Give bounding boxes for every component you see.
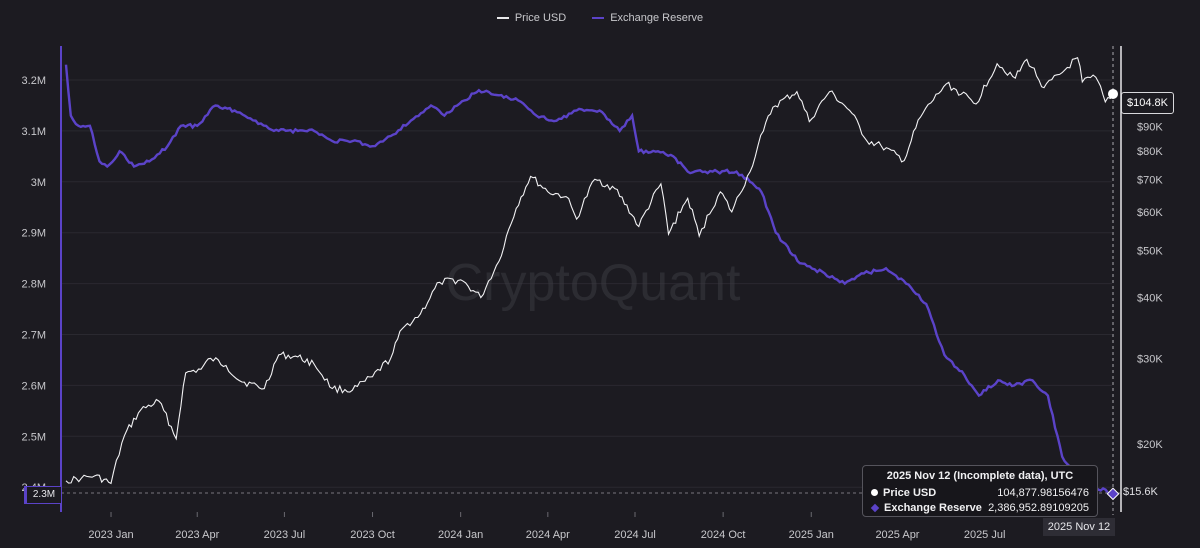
- tooltip-row-reserve: Exchange Reserve 2,386,952.89109205: [870, 500, 1089, 515]
- left-tick-label: 3M: [31, 177, 46, 189]
- crosshair-date-label: 2025 Nov 12: [1043, 518, 1115, 536]
- series-line-exchange-reserve: [64, 64, 1114, 495]
- x-tick-label: 2023 Jan: [88, 529, 133, 541]
- x-tick-label: 2025 Jan: [789, 529, 834, 541]
- legend-item-reserve[interactable]: Exchange Reserve: [592, 10, 703, 26]
- tooltip-reserve-value: 2,386,952.89109205: [988, 501, 1089, 514]
- right-tick-label: $30K: [1137, 353, 1163, 365]
- x-tick-label: 2025 Jul: [964, 529, 1006, 541]
- price-last-value-tag: $104.8K: [1121, 92, 1174, 114]
- left-tick-label: 2.5M: [22, 431, 46, 443]
- watermark: CryptoQuant: [446, 254, 741, 312]
- right-tick-label: $20K: [1137, 439, 1163, 451]
- x-tick-label: 2024 Oct: [701, 529, 746, 541]
- x-tick-label: 2024 Jan: [438, 529, 483, 541]
- x-axis-ticks: 2023 Jan 2023 Apr 2023 Jul 2023 Oct 2024 Jan…: [88, 512, 1005, 541]
- reserve-last-value-tag: 2.3M: [24, 486, 62, 504]
- legend-swatch-price: [496, 17, 509, 19]
- tooltip-price-value: 104,877.98156476: [997, 486, 1089, 499]
- right-tick-label: $70K: [1137, 174, 1163, 186]
- right-tick-label: $50K: [1137, 245, 1163, 257]
- price-dot-icon: [871, 489, 878, 496]
- x-tick-label: 2024 Jul: [614, 529, 656, 541]
- right-tick-label: $60K: [1137, 207, 1163, 219]
- grid-lines: [62, 79, 1112, 488]
- chart-legend: Price USD Exchange Reserve: [0, 10, 1200, 26]
- reserve-diamond-icon: [870, 503, 880, 512]
- x-tick-label: 2025 Apr: [875, 529, 919, 541]
- left-tick-label: 3.1M: [22, 126, 46, 138]
- legend-label-price: Price USD: [514, 12, 567, 24]
- tooltip-row-price: Price USD 104,877.98156476: [871, 485, 1089, 500]
- x-tick-label: 2023 Apr: [175, 529, 219, 541]
- legend-swatch-reserve: [592, 17, 605, 19]
- x-tick-label: 2023 Jul: [264, 529, 306, 541]
- left-tick-label: 2.8M: [22, 279, 46, 291]
- hover-tooltip: 2025 Nov 12 (Incomplete data), UTC Price…: [862, 465, 1098, 517]
- price-end-marker: [1108, 88, 1118, 99]
- tooltip-reserve-name: Exchange Reserve: [884, 501, 982, 514]
- tooltip-price-name: Price USD: [883, 486, 937, 499]
- left-tick-label: 3.2M: [22, 75, 46, 87]
- right-tick-label: $90K: [1137, 121, 1163, 133]
- left-tick-label: 2.7M: [22, 330, 46, 342]
- tooltip-title: 2025 Nov 12 (Incomplete data), UTC: [886, 470, 1074, 482]
- right-tick-label: $80K: [1137, 146, 1163, 158]
- right-axis-ticks: $20K$30K$40K$50K$60K$70K$80K$90K$100K: [1137, 99, 1169, 451]
- right-tick-label: $40K: [1137, 293, 1163, 305]
- x-tick-label: 2023 Oct: [350, 529, 395, 541]
- series-line-price-usd: [65, 56, 1114, 485]
- left-tick-label: 2.9M: [22, 228, 46, 240]
- x-tick-label: 2024 Apr: [526, 529, 570, 541]
- legend-label-reserve: Exchange Reserve: [610, 12, 704, 24]
- reserve-end-marker: [1106, 487, 1120, 501]
- left-tick-label: 2.6M: [22, 380, 46, 392]
- legend-item-price[interactable]: Price USD: [496, 10, 567, 26]
- crosshair-price-tag: $15.6K: [1123, 486, 1158, 498]
